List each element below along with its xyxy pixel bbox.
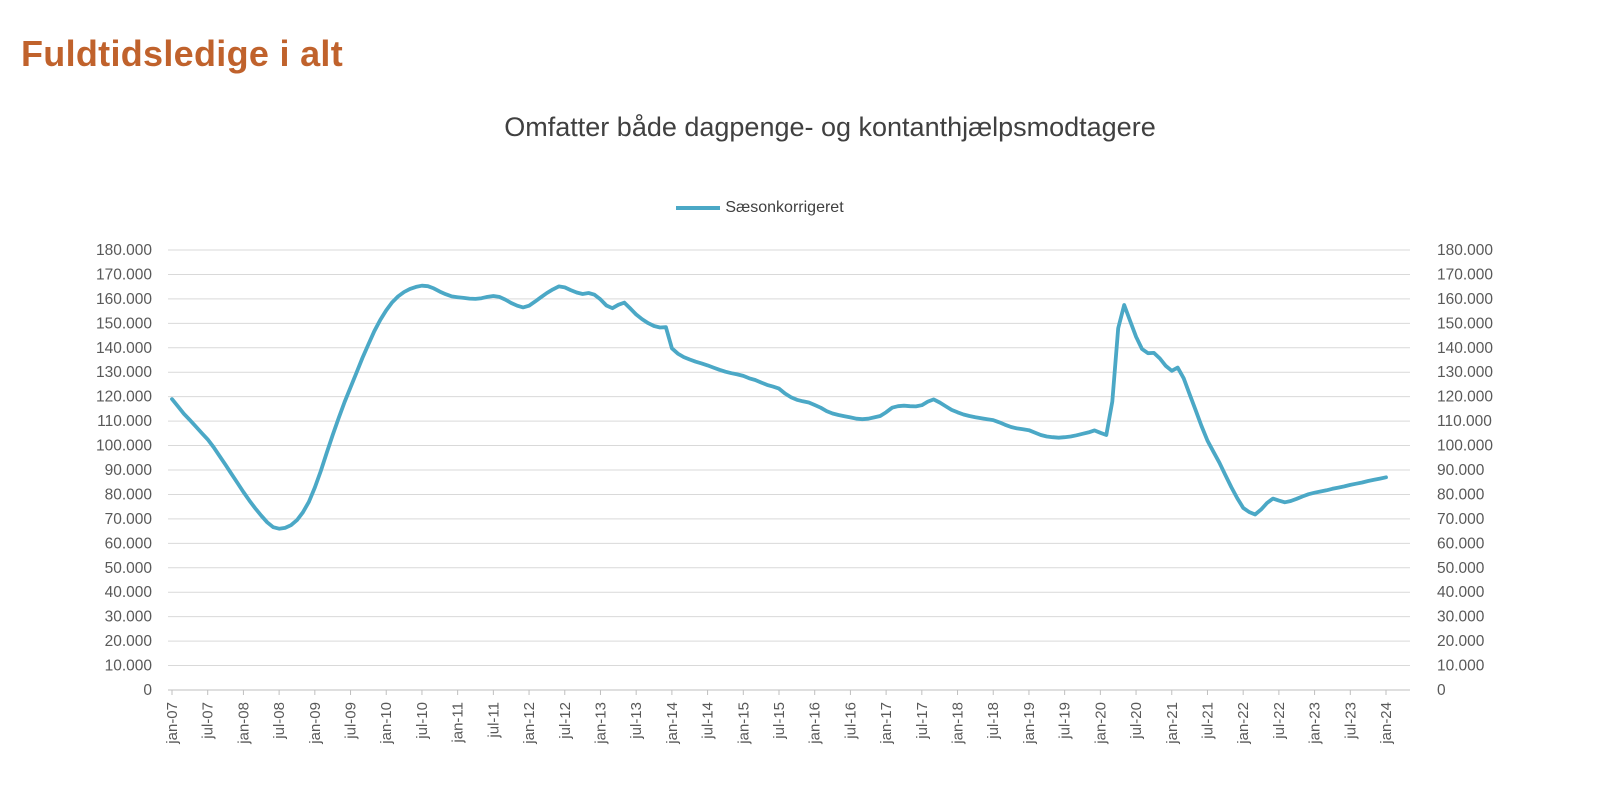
svg-text:180.000: 180.000 (1437, 242, 1493, 259)
svg-text:jan-08: jan-08 (235, 702, 252, 745)
svg-text:90.000: 90.000 (1437, 462, 1485, 479)
svg-text:150.000: 150.000 (1437, 315, 1493, 332)
svg-text:120.000: 120.000 (96, 389, 152, 406)
svg-text:jan-23: jan-23 (1307, 702, 1324, 745)
svg-text:140.000: 140.000 (96, 340, 152, 357)
grid-lines (168, 249, 1410, 691)
svg-text:100.000: 100.000 (96, 438, 152, 455)
y-axis-labels-right: 0 10.000 20.000 30.000 40.000 50.000 60.000 70.… (1437, 242, 1493, 699)
svg-text:jul-21: jul-21 (1199, 702, 1216, 740)
svg-text:jul-14: jul-14 (700, 702, 717, 740)
svg-text:180.000: 180.000 (96, 242, 152, 259)
svg-text:60.000: 60.000 (1437, 535, 1485, 552)
svg-text:160.000: 160.000 (96, 291, 152, 308)
svg-text:jan-17: jan-17 (878, 702, 895, 745)
legend-label: Sæsonkorrigeret (725, 199, 844, 216)
x-axis-labels: jan-07 jul-07 jan-08 jul-08 jan-09 jul-09 jan-… (164, 702, 1395, 745)
svg-text:jul-23: jul-23 (1342, 702, 1359, 740)
svg-text:130.000: 130.000 (1437, 364, 1493, 381)
svg-text:170.000: 170.000 (96, 266, 152, 283)
chart-title: Omfatter både dagpenge- og kontanthjælps… (504, 112, 1156, 142)
svg-text:jan-19: jan-19 (1021, 702, 1038, 745)
x-axis-ticks (171, 690, 1387, 695)
svg-text:jul-16: jul-16 (842, 702, 859, 740)
svg-text:jul-13: jul-13 (628, 702, 645, 740)
svg-text:jan-18: jan-18 (950, 702, 967, 745)
svg-text:30.000: 30.000 (1437, 609, 1485, 626)
svg-text:30.000: 30.000 (105, 609, 153, 626)
svg-text:jan-11: jan-11 (450, 702, 467, 744)
svg-text:20.000: 20.000 (1437, 633, 1485, 650)
svg-text:jul-08: jul-08 (271, 702, 288, 740)
svg-text:40.000: 40.000 (105, 584, 153, 601)
legend-line-swatch (676, 206, 721, 210)
svg-text:jul-15: jul-15 (771, 702, 788, 740)
svg-text:jul-17: jul-17 (914, 702, 931, 740)
svg-text:50.000: 50.000 (105, 560, 153, 577)
svg-text:90.000: 90.000 (105, 462, 153, 479)
svg-text:jan-21: jan-21 (1164, 702, 1181, 745)
svg-text:80.000: 80.000 (1437, 486, 1485, 503)
y-axis-labels-left: 0 10.000 20.000 30.000 40.000 50.000 60.000 70.… (96, 242, 152, 699)
svg-text:jan-15: jan-15 (735, 702, 752, 745)
svg-text:80.000: 80.000 (105, 486, 153, 503)
svg-text:130.000: 130.000 (96, 364, 152, 381)
svg-text:10.000: 10.000 (1437, 658, 1485, 675)
svg-text:jul-19: jul-19 (1057, 702, 1074, 740)
svg-text:40.000: 40.000 (1437, 584, 1485, 601)
svg-text:0: 0 (143, 682, 152, 699)
svg-text:120.000: 120.000 (1437, 389, 1493, 406)
svg-text:jan-13: jan-13 (592, 702, 609, 745)
svg-text:0: 0 (1437, 682, 1446, 699)
svg-text:jul-10: jul-10 (414, 702, 431, 740)
svg-text:170.000: 170.000 (1437, 266, 1493, 283)
svg-text:70.000: 70.000 (1437, 511, 1485, 528)
svg-text:110.000: 110.000 (97, 413, 152, 430)
svg-text:jan-24: jan-24 (1378, 702, 1395, 745)
svg-text:jul-22: jul-22 (1271, 702, 1288, 740)
svg-text:140.000: 140.000 (1437, 340, 1493, 357)
series-line (170, 283, 1388, 531)
svg-text:jul-11: jul-11 (485, 702, 502, 739)
svg-text:jul-07: jul-07 (200, 702, 217, 740)
svg-text:jan-14: jan-14 (664, 702, 681, 745)
svg-text:jan-09: jan-09 (307, 702, 324, 745)
svg-text:10.000: 10.000 (105, 658, 153, 675)
legend: Sæsonkorrigeret (140, 199, 1380, 217)
svg-text:jan-20: jan-20 (1092, 702, 1109, 745)
svg-text:60.000: 60.000 (105, 535, 153, 552)
svg-text:50.000: 50.000 (1437, 560, 1485, 577)
svg-text:jan-10: jan-10 (378, 702, 395, 745)
svg-text:jan-12: jan-12 (521, 702, 538, 745)
svg-text:jan-07: jan-07 (164, 702, 181, 745)
svg-text:20.000: 20.000 (105, 633, 153, 650)
svg-text:150.000: 150.000 (96, 315, 152, 332)
svg-text:110.000: 110.000 (1437, 413, 1492, 430)
page-title: Fuldtidsledige i alt (21, 33, 344, 74)
svg-text:jan-22: jan-22 (1235, 702, 1252, 745)
svg-text:160.000: 160.000 (1437, 291, 1493, 308)
svg-text:jul-12: jul-12 (557, 702, 574, 740)
svg-text:jul-18: jul-18 (985, 702, 1002, 740)
svg-text:70.000: 70.000 (105, 511, 153, 528)
svg-text:jul-20: jul-20 (1128, 702, 1145, 740)
svg-text:jan-16: jan-16 (807, 702, 824, 745)
svg-text:100.000: 100.000 (1437, 438, 1493, 455)
svg-text:jul-09: jul-09 (343, 702, 360, 740)
